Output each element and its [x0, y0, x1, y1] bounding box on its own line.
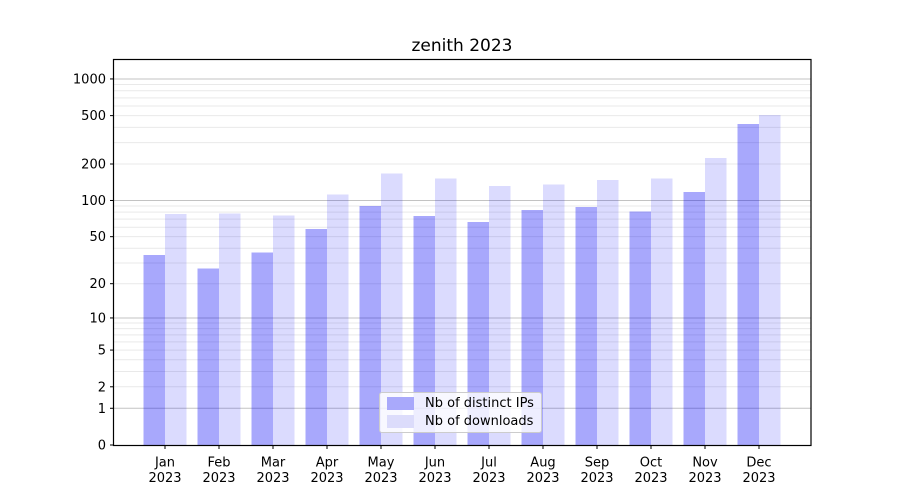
x-tick-label: Feb 2023: [202, 456, 235, 487]
x-tick-label: Mar 2023: [256, 456, 289, 487]
bar-distinct-ips-apr: [305, 228, 327, 445]
bar-distinct-ips-jan: [143, 255, 165, 445]
bar-downloads-dec: [759, 115, 781, 446]
plot-border: [112, 58, 812, 447]
bar-downloads-aug: [543, 184, 565, 446]
x-tick-label: Aug 2023: [526, 456, 559, 487]
bar-downloads-sep: [597, 179, 619, 445]
bar-distinct-ips-may: [359, 205, 381, 445]
bar-downloads-jun: [435, 178, 457, 445]
legend-swatch-downloads: [387, 415, 414, 429]
legend-item-downloads: Nb of downloads: [387, 413, 541, 431]
y-tick-label: 20: [89, 277, 106, 292]
x-tick-label: Sep 2023: [580, 456, 613, 487]
bar-downloads-oct: [651, 178, 673, 445]
bar-downloads-may: [381, 173, 403, 445]
x-tick-label: Oct 2023: [634, 456, 667, 487]
bar-downloads-feb: [219, 213, 241, 445]
bar-downloads-mar: [273, 215, 295, 445]
x-tick-label: Apr 2023: [310, 456, 343, 487]
x-tick-label: Dec 2023: [742, 456, 775, 487]
y-tick-label: 0: [98, 439, 106, 454]
y-tick-label: 1000: [73, 72, 106, 87]
y-tick-label: 2: [98, 380, 106, 395]
y-tick-label: 50: [89, 230, 106, 245]
bar-downloads-nov: [705, 157, 727, 445]
bar-distinct-ips-oct: [629, 211, 651, 445]
bar-downloads-jan: [165, 214, 187, 445]
y-tick-label: 10: [89, 311, 106, 326]
legend-label-distinct-ips: Nb of distinct IPs: [425, 395, 534, 411]
legend-item-distinct-ips: Nb of distinct IPs: [387, 394, 541, 412]
bar-distinct-ips-aug: [521, 210, 543, 445]
y-tick-label: 500: [81, 109, 106, 124]
bar-distinct-ips-jun: [413, 216, 435, 445]
legend-label-downloads: Nb of downloads: [425, 414, 534, 430]
y-tick-label: 5: [98, 344, 106, 359]
legend-swatch-distinct-ips: [387, 396, 414, 410]
x-tick-label: May 2023: [364, 456, 397, 487]
x-tick-label: Jan 2023: [148, 456, 181, 487]
y-tick-label: 100: [81, 194, 106, 209]
x-tick-label: Nov 2023: [688, 456, 721, 487]
bar-distinct-ips-feb: [197, 268, 219, 445]
chart-title: zenith 2023: [411, 36, 513, 56]
x-tick-label: Jul 2023: [472, 456, 505, 487]
bar-distinct-ips-mar: [251, 252, 273, 445]
legend: Nb of distinct IPs Nb of downloads: [379, 392, 542, 433]
bar-distinct-ips-nov: [683, 191, 705, 445]
bar-distinct-ips-dec: [737, 124, 759, 445]
y-tick-label: 200: [81, 158, 106, 173]
y-tick-label: 1: [98, 402, 106, 417]
bar-downloads-jul: [489, 185, 511, 445]
bar-distinct-ips-sep: [575, 207, 597, 445]
bar-downloads-apr: [327, 194, 349, 445]
bar-distinct-ips-jul: [467, 222, 489, 445]
x-tick-label: Jun 2023: [418, 456, 451, 487]
